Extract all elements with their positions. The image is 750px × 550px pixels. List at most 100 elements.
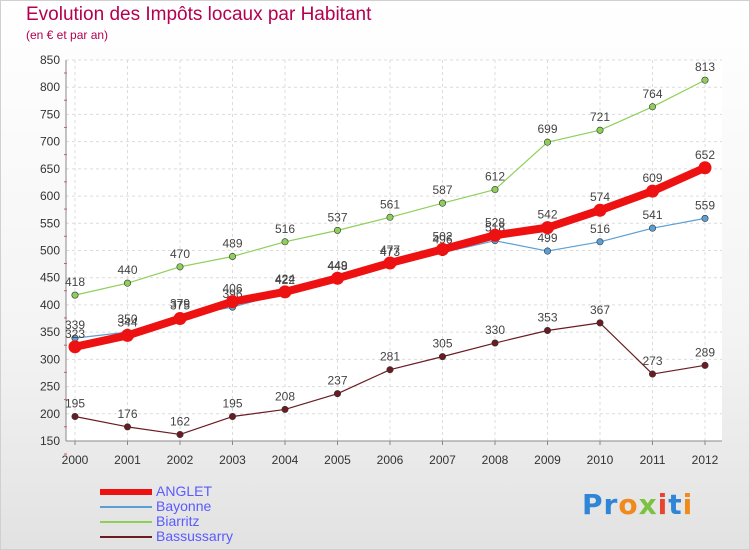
data-label-anglet: 406 bbox=[222, 282, 242, 296]
data-point-bassussarry bbox=[386, 366, 394, 374]
data-point-bassussarry bbox=[648, 370, 656, 378]
data-label-biarritz: 418 bbox=[65, 275, 85, 289]
data-point-anglet bbox=[173, 312, 187, 326]
data-label-anglet: 502 bbox=[432, 229, 452, 243]
data-label-anglet: 609 bbox=[642, 171, 662, 185]
data-label-bassussarry: 273 bbox=[642, 354, 662, 368]
data-label-bassussarry: 367 bbox=[590, 303, 610, 317]
data-label-biarritz: 721 bbox=[590, 110, 610, 124]
data-point-anglet bbox=[226, 295, 239, 309]
data-label-anglet: 574 bbox=[590, 190, 610, 204]
logo-letter: P bbox=[582, 488, 604, 521]
data-label-biarritz: 537 bbox=[327, 210, 347, 224]
data-label-anglet: 542 bbox=[537, 208, 557, 222]
legend-swatch-biarritz bbox=[100, 521, 152, 523]
data-label-bayonne: 350 bbox=[117, 312, 137, 326]
data-point-biarritz bbox=[176, 263, 184, 271]
logo-letter: r bbox=[603, 488, 619, 521]
data-label-bassussarry: 195 bbox=[65, 397, 85, 411]
data-point-biarritz bbox=[438, 199, 446, 207]
x-tick-label: 2010 bbox=[587, 453, 614, 467]
data-label-bassussarry: 208 bbox=[275, 389, 295, 403]
data-point-anglet bbox=[121, 328, 134, 342]
data-label-bassussarry: 176 bbox=[117, 407, 137, 421]
logo-letter: x bbox=[638, 488, 658, 521]
data-label-biarritz: 516 bbox=[275, 222, 295, 236]
data-point-anglet bbox=[698, 161, 712, 175]
data-label-bayonne: 379 bbox=[170, 296, 190, 310]
data-point-biarritz bbox=[543, 138, 551, 146]
data-point-bayonne bbox=[596, 238, 604, 246]
data-point-biarritz bbox=[281, 238, 289, 246]
data-label-bayonne: 559 bbox=[695, 198, 715, 212]
data-point-bassussarry bbox=[701, 361, 709, 369]
x-tick-label: 2007 bbox=[429, 453, 456, 467]
x-tick-label: 2003 bbox=[219, 453, 246, 467]
data-label-bayonne: 473 bbox=[380, 245, 400, 259]
data-point-bassussarry bbox=[491, 339, 499, 347]
chart-subtitle: (en € et par an) bbox=[26, 28, 109, 42]
data-label-bayonne: 422 bbox=[275, 273, 295, 287]
data-label-biarritz: 561 bbox=[380, 197, 400, 211]
data-label-biarritz: 470 bbox=[170, 247, 190, 261]
data-label-biarritz: 699 bbox=[537, 122, 557, 136]
y-tick-label: 400 bbox=[40, 298, 60, 312]
data-point-bassussarry bbox=[281, 405, 289, 413]
x-tick-label: 2009 bbox=[534, 453, 561, 467]
data-label-bassussarry: 330 bbox=[485, 323, 505, 337]
x-tick-label: 2001 bbox=[114, 453, 141, 467]
data-label-bassussarry: 237 bbox=[327, 374, 347, 388]
logo-letter: t bbox=[668, 488, 683, 521]
data-label-anglet: 424 bbox=[275, 272, 295, 286]
data-point-bassussarry bbox=[229, 413, 237, 421]
y-tick-label: 450 bbox=[40, 271, 60, 285]
y-tick-label: 250 bbox=[40, 380, 60, 394]
data-point-bassussarry bbox=[124, 423, 132, 431]
data-label-biarritz: 440 bbox=[117, 263, 137, 277]
data-label-biarritz: 612 bbox=[485, 170, 505, 184]
data-point-anglet bbox=[646, 184, 659, 198]
logo-letter: o bbox=[618, 488, 639, 521]
data-point-bassussarry bbox=[71, 413, 79, 421]
data-label-bassussarry: 195 bbox=[222, 397, 242, 411]
data-label-bassussarry: 353 bbox=[537, 311, 557, 325]
x-tick-label: 2006 bbox=[377, 453, 404, 467]
logo-letter: i bbox=[657, 488, 669, 521]
data-point-anglet bbox=[383, 256, 397, 270]
data-label-bayonne: 499 bbox=[537, 231, 557, 245]
data-label-bassussarry: 305 bbox=[432, 337, 452, 351]
y-tick-label: 350 bbox=[40, 325, 60, 339]
y-tick-label: 800 bbox=[40, 80, 60, 94]
proxiti-logo: Proxiti bbox=[582, 488, 693, 521]
data-label-anglet: 528 bbox=[485, 215, 505, 229]
data-point-anglet bbox=[593, 203, 607, 217]
data-point-biarritz bbox=[701, 76, 709, 84]
y-tick-label: 650 bbox=[40, 162, 60, 176]
data-label-anglet: 375 bbox=[170, 299, 190, 313]
data-point-bayonne bbox=[543, 247, 551, 255]
data-point-biarritz bbox=[596, 126, 604, 134]
y-tick-label: 700 bbox=[40, 135, 60, 149]
data-point-bayonne bbox=[701, 214, 709, 222]
data-label-bayonne: 448 bbox=[327, 259, 347, 273]
data-point-biarritz bbox=[124, 279, 132, 287]
data-label-biarritz: 489 bbox=[222, 236, 242, 250]
data-label-biarritz: 587 bbox=[432, 183, 452, 197]
chart-title: Evolution des Impôts locaux par Habitant bbox=[26, 4, 372, 25]
data-label-biarritz: 813 bbox=[695, 60, 715, 74]
data-point-anglet bbox=[436, 242, 449, 256]
x-tick-label: 2005 bbox=[324, 453, 351, 467]
data-label-anglet: 477 bbox=[380, 243, 400, 257]
y-tick-label: 750 bbox=[40, 107, 60, 121]
data-point-biarritz bbox=[648, 103, 656, 111]
data-point-bassussarry bbox=[596, 319, 604, 327]
data-point-biarritz bbox=[71, 291, 79, 299]
legend-swatch-bassussarry bbox=[100, 536, 152, 538]
data-point-bassussarry bbox=[438, 353, 446, 361]
y-tick-label: 300 bbox=[40, 352, 60, 366]
data-label-bassussarry: 289 bbox=[695, 345, 715, 359]
data-point-biarritz bbox=[229, 252, 237, 260]
data-label-bassussarry: 162 bbox=[170, 414, 190, 428]
data-point-anglet bbox=[331, 271, 344, 285]
